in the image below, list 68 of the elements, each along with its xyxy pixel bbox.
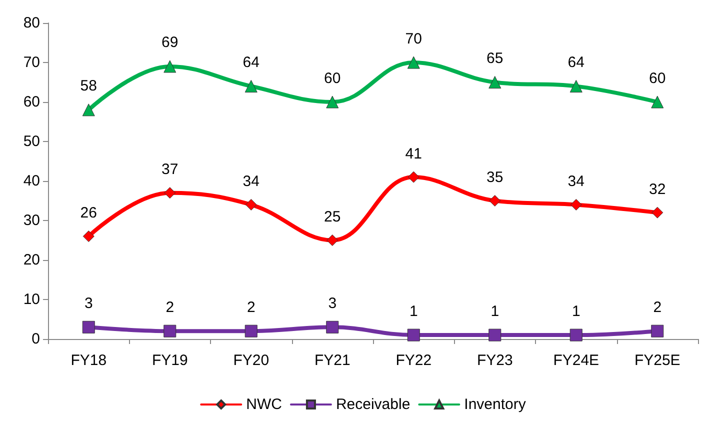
data-label: 34	[242, 172, 260, 190]
point	[570, 328, 582, 342]
y-tick-label: 0	[32, 330, 40, 348]
y-tick-label: 50	[23, 133, 40, 150]
data-label: 2	[166, 298, 174, 316]
point	[570, 80, 582, 92]
y-tick-label: 10	[23, 291, 40, 308]
y-tick-label: 40	[23, 172, 40, 190]
x-tick-label: FY21	[314, 352, 350, 369]
y-tick-label: 20	[23, 252, 40, 268]
point	[407, 328, 420, 342]
data-label: 32	[649, 180, 666, 198]
x-tick-label: FY23	[476, 352, 513, 369]
point	[82, 104, 95, 116]
data-label: 34	[568, 172, 584, 190]
data-label: 60	[324, 70, 341, 87]
data-label: 65	[486, 50, 504, 67]
point	[326, 320, 339, 334]
data-label: 2	[246, 298, 256, 316]
point	[245, 198, 257, 210]
data-label: 1	[409, 302, 418, 320]
legend-label: Receivable	[336, 396, 410, 413]
data-label: 1	[572, 302, 580, 320]
x-tick-label: FY19	[152, 352, 188, 369]
point	[164, 60, 176, 73]
x-tick-label: FY18	[70, 352, 107, 369]
point	[164, 187, 176, 199]
data-label: 41	[405, 145, 422, 162]
data-label: 3	[328, 294, 337, 312]
point	[652, 206, 664, 218]
point	[82, 320, 95, 334]
x-tick-label: FY24E	[553, 352, 600, 369]
data-label: 58	[80, 78, 97, 95]
x-tick-label: FY25E	[634, 352, 680, 369]
point	[651, 96, 664, 108]
legend-label: Inventory	[464, 396, 526, 413]
data-label: 37	[162, 161, 178, 178]
data-label: 35	[486, 169, 504, 186]
point	[244, 80, 258, 92]
point	[164, 324, 176, 338]
data-label: 69	[162, 34, 178, 52]
point	[82, 230, 94, 242]
point	[488, 328, 502, 342]
data-label: 2	[653, 298, 662, 316]
point	[570, 198, 582, 210]
data-label: 70	[405, 30, 422, 48]
data-label: 64	[568, 54, 584, 71]
y-tick-label: 80	[23, 14, 40, 32]
data-label: 64	[242, 54, 260, 71]
point	[489, 195, 501, 206]
point	[488, 76, 502, 88]
x-tick-label: FY22	[396, 352, 432, 369]
data-label: 3	[84, 294, 93, 312]
data-label: 60	[649, 70, 666, 87]
y-tick-label: 70	[23, 54, 40, 71]
x-tick-label: FY20	[233, 352, 270, 369]
data-label: 26	[80, 204, 97, 222]
data-label: 1	[490, 302, 500, 320]
y-tick-label: 60	[23, 94, 40, 110]
data-label: 25	[324, 208, 341, 226]
point	[651, 324, 664, 338]
y-tick-label: 30	[23, 212, 40, 229]
legend-label: NWC	[246, 396, 282, 413]
point	[326, 96, 339, 108]
point	[326, 234, 338, 246]
point	[244, 324, 258, 338]
point	[407, 56, 420, 69]
point	[408, 171, 420, 183]
